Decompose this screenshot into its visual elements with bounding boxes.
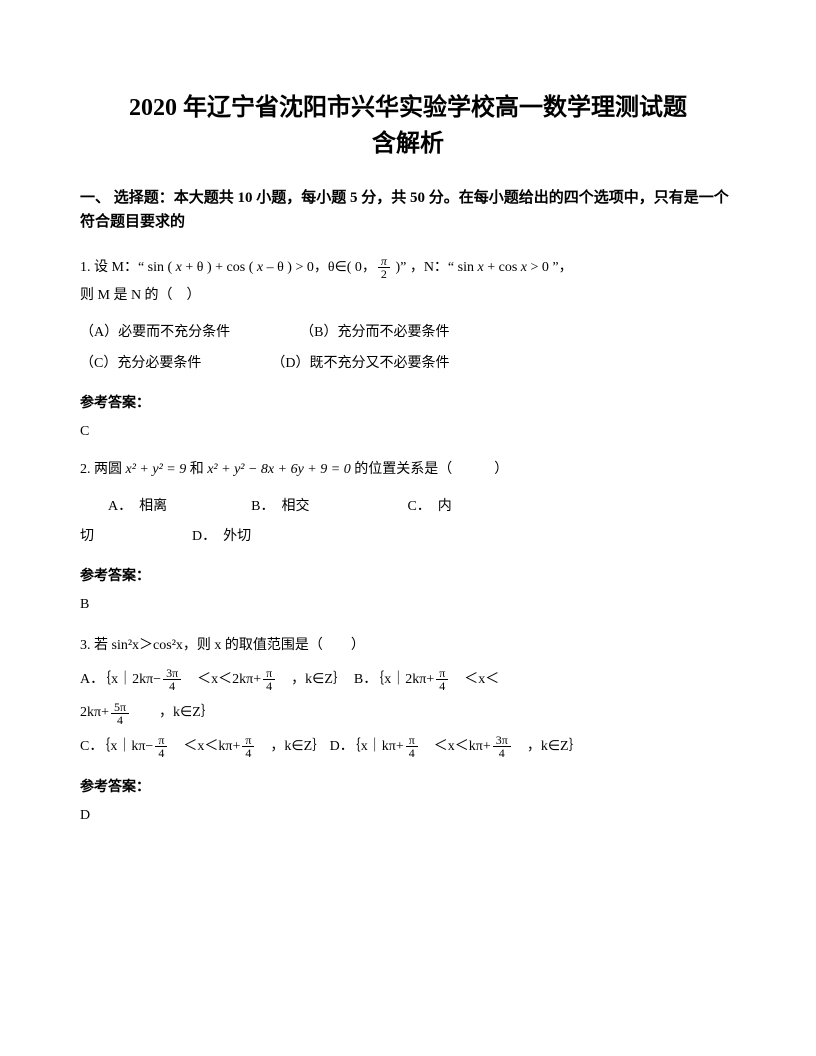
q1-option-c: （C）充分必要条件 <box>80 349 201 380</box>
q1-answer-label: 参考答案： <box>80 392 736 412</box>
q3-line2-suf: ，k∈Z｝ <box>131 705 215 720</box>
q1-text-3: – θ ) > 0，θ∈( 0， <box>263 260 376 275</box>
q2-text-2: 和 <box>186 462 207 477</box>
q3-optD-frac1: π4 <box>406 734 418 759</box>
q2-option-d: D． 外切 <box>192 529 251 544</box>
q3-optC-f1d: 4 <box>155 747 167 759</box>
question-2: 2. 两圆 x² + y² = 9 和 x² + y² − 8x + 6y + … <box>80 456 736 484</box>
q1-option-d: （D）既不充分又不必要条件 <box>271 349 449 380</box>
q2-eq2: x² + y² − 8x + 6y + 9 = 0 <box>207 462 351 477</box>
q3-optA-suf: ，k∈Z｝ <box>277 672 340 687</box>
question-3: 3. 若 sin²x＞cos²x，则 x 的取值范围是（ ） <box>80 629 736 663</box>
q1-line2: 则 M 是 N 的（ ） <box>80 288 201 303</box>
q3-options-row1: A．｛x｜2kπ−3π4 ＜x＜2kπ+π4 ，k∈Z｝ B．｛x｜2kπ+π4… <box>80 663 736 697</box>
q3-optD-f2d: 4 <box>493 747 511 759</box>
q2-option-c2: 切 <box>80 529 94 544</box>
q2-eq1: x² + y² = 9 <box>126 462 187 477</box>
q3-options-row2: 2kπ+5π4 ，k∈Z｝ <box>80 696 736 730</box>
q2-option-c: C． 内 <box>407 499 451 514</box>
q3-text: 若 sin²x＞cos²x，则 x 的取值范围是（ ） <box>94 638 365 653</box>
q2-text-3: 的位置关系是（ ） <box>351 462 509 477</box>
q3-optD-pre: D．｛x｜kπ+ <box>330 739 404 754</box>
q3-optB-mid: ＜x＜ <box>450 672 499 687</box>
q3-optA-frac1: 3π4 <box>163 667 181 692</box>
q3-optA-pre: A．｛x｜2kπ− <box>80 672 161 687</box>
q1-number: 1. <box>80 260 91 275</box>
q3-optB-frac1: π4 <box>436 667 448 692</box>
q2-answer-label: 参考答案： <box>80 565 736 585</box>
q3-answer-label: 参考答案： <box>80 776 736 796</box>
q1-option-a: （A）必要而不充分条件 <box>80 318 230 349</box>
q3-optD-frac2: 3π4 <box>493 734 511 759</box>
q2-text-1: 两圆 <box>94 462 126 477</box>
section-header: 一、 选择题：本大题共 10 小题，每小题 5 分，共 50 分。在每小题给出的… <box>80 186 736 234</box>
q3-optC-frac1: π4 <box>155 734 167 759</box>
question-1: 1. 设 M：“ sin ( x + θ ) + cos ( x – θ ) >… <box>80 254 736 310</box>
q1-fraction: π2 <box>378 255 390 280</box>
q3-optC-f2d: 4 <box>242 747 254 759</box>
q3-line2-pre: 2kπ+ <box>80 705 109 720</box>
q2-options: A． 相离 B． 相交 C． 内 切 D． 外切 <box>80 492 736 554</box>
q1-text-1: 设 M：“ sin ( <box>94 260 176 275</box>
q2-option-a: A． 相离 <box>108 499 167 514</box>
q3-optD-f1d: 4 <box>406 747 418 759</box>
q3-options-row3: C．｛x｜kπ−π4 ＜x＜kπ+π4 ，k∈Z｝ D．｛x｜kπ+π4 ＜x＜… <box>80 730 736 764</box>
q3-optA-mid: ＜x＜2kπ+ <box>183 672 261 687</box>
q3-line2-f1n: 5π <box>111 701 129 714</box>
q3-optA-frac2: π4 <box>263 667 275 692</box>
q1-answer: C <box>80 424 736 440</box>
q3-line2-f1d: 4 <box>111 714 129 726</box>
q2-number: 2. <box>80 462 91 477</box>
document-title: 2020 年辽宁省沈阳市兴华实验学校高一数学理测试题 含解析 <box>80 90 736 162</box>
q3-optC-pre: C．｛x｜kπ− <box>80 739 153 754</box>
title-line-1: 2020 年辽宁省沈阳市兴华实验学校高一数学理测试题 <box>129 95 687 121</box>
q3-optB-pre: B．｛x｜2kπ+ <box>354 672 434 687</box>
q3-optC-frac2: π4 <box>242 734 254 759</box>
q1-text-2: + θ ) + cos ( <box>182 260 257 275</box>
q3-answer: D <box>80 808 736 824</box>
q3-optC-suf: ，k∈Z｝ <box>256 739 326 754</box>
q1-text-4: )” ，N：“ sin <box>392 260 478 275</box>
title-line-2: 含解析 <box>372 131 444 157</box>
q3-optD-suf: ，k∈Z｝ <box>513 739 583 754</box>
q3-optA-f2d: 4 <box>263 680 275 692</box>
q2-option-b: B． 相交 <box>251 499 309 514</box>
q3-optB-f1d: 4 <box>436 680 448 692</box>
q1-option-b: （B）充分而不必要条件 <box>300 318 449 349</box>
q1-text-5: + cos <box>484 260 521 275</box>
q3-number: 3. <box>80 638 91 653</box>
q3-line2-frac: 5π4 <box>111 701 129 726</box>
q1-frac-den: 2 <box>378 268 390 280</box>
q3-optC-mid: ＜x＜kπ+ <box>169 739 240 754</box>
q2-answer: B <box>80 597 736 613</box>
q1-options: （A）必要而不充分条件 （B）充分而不必要条件 （C）充分必要条件 （D）既不充… <box>80 318 736 380</box>
q3-optD-mid: ＜x＜kπ+ <box>420 739 491 754</box>
q3-optA-f1d: 4 <box>163 680 181 692</box>
q1-text-6: > 0 ”， <box>527 260 573 275</box>
